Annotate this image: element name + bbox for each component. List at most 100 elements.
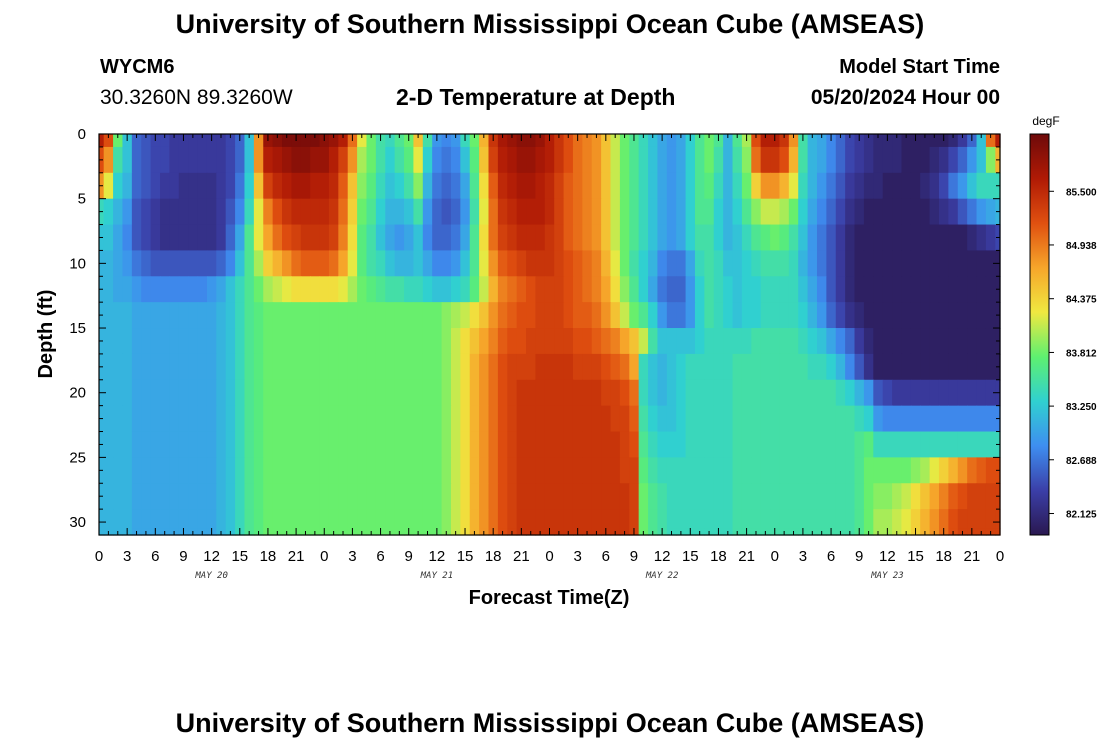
y-tick-label: 30	[69, 514, 86, 531]
heatmap-cell	[413, 134, 424, 148]
heatmap-cell	[779, 172, 790, 200]
heatmap-cell	[826, 353, 837, 381]
heatmap-cell	[310, 353, 321, 381]
heatmap-cell	[572, 457, 583, 484]
heatmap-cell	[610, 379, 621, 407]
heatmap-cell	[244, 328, 255, 355]
heatmap-cell	[432, 379, 443, 407]
heatmap-cell	[610, 405, 621, 433]
heatmap-cell	[985, 457, 996, 484]
heatmap-cell	[197, 457, 208, 484]
heatmap-cell	[554, 431, 565, 458]
heatmap-cell	[807, 172, 818, 200]
heatmap-cell	[779, 509, 790, 530]
heatmap-cell	[619, 457, 630, 484]
heatmap-cell	[591, 224, 602, 252]
heatmap-cell	[178, 302, 189, 329]
heatmap-cell	[357, 353, 368, 381]
heatmap-cell	[122, 483, 133, 510]
heatmap-cell	[610, 134, 621, 148]
heatmap-cell	[957, 198, 968, 226]
heatmap-cell	[432, 250, 443, 277]
report-title: University of Southern Mississippi Ocean…	[175, 9, 925, 39]
heatmap-cell	[610, 276, 621, 303]
heatmap-cell	[788, 379, 799, 407]
heatmap-cell	[385, 134, 396, 148]
heatmap-cell	[929, 457, 940, 484]
heatmap-cell	[169, 198, 180, 226]
heatmap-cell	[629, 224, 640, 252]
heatmap-cell	[394, 509, 405, 530]
heatmap-cell	[873, 353, 884, 381]
heatmap-cell	[450, 483, 461, 510]
heatmap-cell	[741, 302, 752, 329]
heatmap-cell	[751, 328, 762, 355]
heatmap-cell	[901, 457, 912, 484]
heatmap-cell	[441, 224, 452, 252]
heatmap-cell	[413, 509, 424, 530]
heatmap-cell	[863, 328, 874, 355]
heatmap-cell	[197, 509, 208, 530]
heatmap-cell	[985, 379, 996, 407]
heatmap-cell	[985, 276, 996, 303]
heatmap-cell	[169, 483, 180, 510]
heatmap-cell	[816, 405, 827, 433]
heatmap-cell	[385, 379, 396, 407]
heatmap-cell	[788, 405, 799, 433]
heatmap-cell	[122, 353, 133, 381]
heatmap-cell	[103, 134, 114, 148]
heatmap-cell	[554, 172, 565, 200]
heatmap-cell	[948, 276, 959, 303]
heatmap-cell	[272, 405, 283, 433]
heatmap-cell	[591, 431, 602, 458]
heatmap-cell	[985, 483, 996, 510]
heatmap-cell	[854, 276, 865, 303]
heatmap-cell	[141, 134, 152, 148]
heatmap-cell	[882, 250, 893, 277]
heatmap-cell	[619, 431, 630, 458]
heatmap-cell	[432, 483, 443, 510]
heatmap-cell	[732, 457, 743, 484]
heatmap-cell	[892, 250, 903, 277]
heatmap-cell	[563, 146, 574, 174]
heatmap-cell	[338, 431, 349, 458]
heatmap-cell	[713, 224, 724, 252]
heatmap-cell	[938, 457, 949, 484]
heatmap-cell	[694, 405, 705, 433]
heatmap-cell	[948, 353, 959, 381]
heatmap-cell	[188, 353, 199, 381]
heatmap-cell	[235, 379, 246, 407]
heatmap-cell	[779, 146, 790, 174]
heatmap-cell	[544, 353, 555, 381]
heatmap-cell	[291, 224, 302, 252]
heatmap-cell	[122, 276, 133, 303]
heatmap-cell	[957, 146, 968, 174]
heatmap-cell	[150, 353, 161, 381]
heatmap-cell	[526, 276, 537, 303]
heatmap-cell	[601, 431, 612, 458]
heatmap-cell	[235, 353, 246, 381]
heatmap-cell	[713, 250, 724, 277]
heatmap-cell	[892, 146, 903, 174]
heatmap-cell	[563, 224, 574, 252]
heatmap-cell	[591, 353, 602, 381]
heatmap-cell	[741, 250, 752, 277]
heatmap-cell	[413, 146, 424, 174]
heatmap-cell	[938, 224, 949, 252]
heatmap-cell	[141, 509, 152, 530]
heatmap-cell	[535, 250, 546, 277]
heatmap-cell	[450, 146, 461, 174]
y-tick-label: 10	[69, 255, 86, 272]
heatmap-cell	[723, 134, 734, 148]
heatmap-cell	[497, 431, 508, 458]
heatmap-cell	[770, 198, 781, 226]
heatmap-cell	[432, 353, 443, 381]
heatmap-cell	[798, 302, 809, 329]
heatmap-cell	[150, 224, 161, 252]
heatmap-cell	[291, 198, 302, 226]
heatmap-cell	[976, 328, 987, 355]
heatmap-cell	[938, 328, 949, 355]
heatmap-cell	[713, 431, 724, 458]
heatmap-cell	[413, 405, 424, 433]
heatmap-cell	[178, 328, 189, 355]
